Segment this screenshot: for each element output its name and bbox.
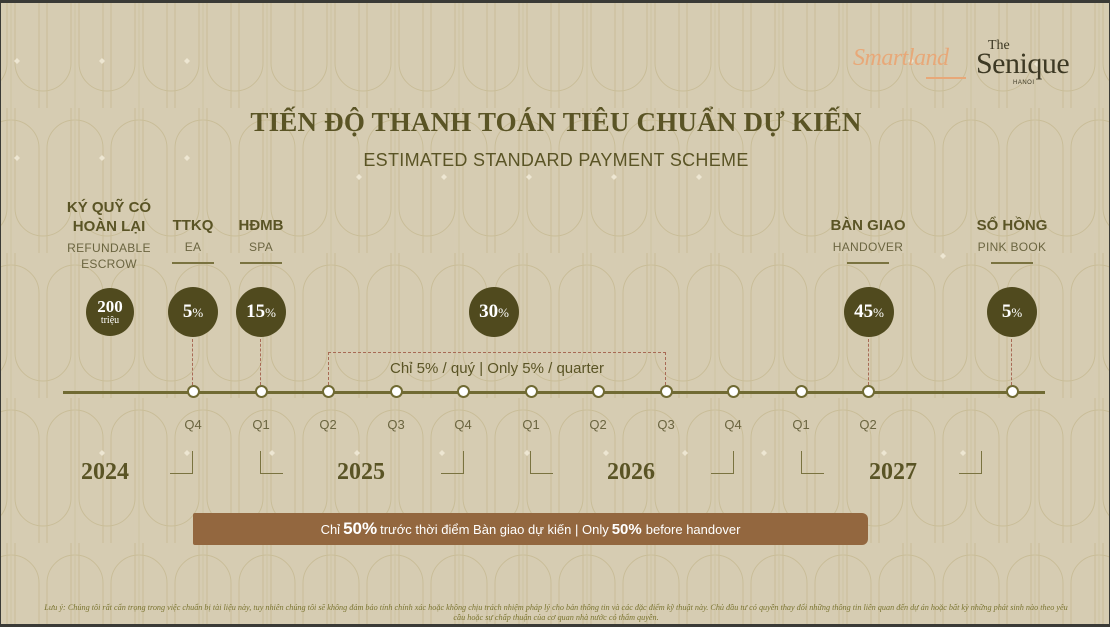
milestone-handover-head: BÀN GIAO <box>830 217 906 234</box>
timeline-node-q2-2026 <box>592 385 605 398</box>
disclaimer-line-2: cầu hoặc sự chấp thuận của cơ quan nhà n… <box>453 613 659 622</box>
year-bracket-2026-start <box>530 451 553 474</box>
quarter-label: Q4 <box>454 417 472 432</box>
installment-range-bracket <box>328 352 666 390</box>
timeline-node-q2-2025 <box>322 385 335 398</box>
year-bracket-2026-end <box>711 451 734 474</box>
handover-percent-value: 45 <box>854 301 874 322</box>
timeline-node-q1-2026 <box>525 385 538 398</box>
quarter-label: Q3 <box>387 417 405 432</box>
pinkbook-percent-sign: % <box>1011 305 1023 320</box>
year-label-2027: 2027 <box>869 459 917 485</box>
milestone-escrow-head-1: KÝ QUỸ CÓ <box>66 199 152 216</box>
year-label-2025: 2025 <box>337 459 385 485</box>
timeline-axis <box>63 391 1045 394</box>
milestone-escrow-sub-2: ESCROW <box>81 257 137 271</box>
milestone-escrow: KÝ QUỸ CÓ HOÀN LẠI REFUNDABLE ESCROW <box>59 198 159 272</box>
timeline-node-q1-2025 <box>255 385 268 398</box>
milestone-spa: HĐMB SPA <box>226 216 296 264</box>
handover-summary-banner: Chỉ 50% trước thời điểm Bàn giao dự kiến… <box>193 513 868 545</box>
pinkbook-percent-badge: 5% <box>987 287 1037 337</box>
milestone-pinkbook-sub: PINK BOOK <box>977 240 1047 254</box>
ea-percent-sign: % <box>192 305 204 320</box>
installment-percent-sign: % <box>498 305 509 320</box>
milestone-ea: TTKQ EA <box>158 216 228 264</box>
escrow-amount: 200 <box>97 296 123 316</box>
timeline-node-q2-2027 <box>862 385 875 398</box>
banner-text-2: trước thời điểm Bàn giao dự kiến | Only <box>380 521 609 537</box>
ea-connector <box>192 339 193 385</box>
pinkbook-connector <box>1011 339 1012 385</box>
smartland-logo: Smartland <box>853 45 949 71</box>
year-label-2026: 2026 <box>607 459 655 485</box>
timeline-node-q1-2027 <box>795 385 808 398</box>
ea-percent-value: 5 <box>182 301 193 322</box>
year-bracket-2024-end <box>170 451 193 474</box>
pinkbook-percent-value: 5 <box>1001 301 1012 322</box>
spa-connector <box>260 339 261 385</box>
senique-logo: Senique <box>976 47 1070 80</box>
milestone-handover-sub: HANDOVER <box>832 240 904 254</box>
quarter-label: Q1 <box>792 417 810 432</box>
timeline-node-q4-2024 <box>187 385 200 398</box>
milestone-handover-divider <box>847 262 889 264</box>
milestone-spa-sub: SPA <box>248 240 274 254</box>
timeline-node-pinkbook <box>1006 385 1019 398</box>
milestone-handover: BÀN GIAO HANDOVER <box>819 216 917 264</box>
quarter-label: Q4 <box>184 417 202 432</box>
installment-percent-badge: 30% <box>469 287 519 337</box>
quarter-label: Q2 <box>859 417 877 432</box>
timeline-node-q4-2026 <box>727 385 740 398</box>
milestone-ea-divider <box>172 262 214 264</box>
banner-text-1: Chỉ <box>320 521 341 537</box>
spa-percent-value: 15 <box>246 301 266 322</box>
timeline-node-q3-2026 <box>660 385 673 398</box>
timeline-node-q3-2025 <box>390 385 403 398</box>
spa-percent-badge: 15% <box>236 287 286 337</box>
quarter-label: Q4 <box>724 417 742 432</box>
banner-percent-1: 50% <box>343 519 378 538</box>
handover-connector <box>868 339 869 385</box>
year-bracket-2025-end <box>441 451 464 474</box>
milestone-spa-head: HĐMB <box>238 217 284 234</box>
milestone-ea-sub: EA <box>184 240 202 254</box>
escrow-amount-badge: 200 triệu <box>86 288 134 336</box>
milestone-pinkbook-divider <box>991 262 1033 264</box>
quarter-label: Q3 <box>657 417 675 432</box>
installment-percent-value: 30 <box>479 301 499 322</box>
banner-percent-2: 50% <box>611 520 642 538</box>
senique-logo-the: The <box>988 38 1010 53</box>
year-label-2024: 2024 <box>81 459 129 485</box>
milestone-spa-divider <box>240 262 282 264</box>
timeline-node-q4-2025 <box>457 385 470 398</box>
disclaimer-line-1: Lưu ý: Chúng tôi rất cẩn trọng trong việ… <box>44 603 1068 612</box>
escrow-amount-unit: triệu <box>100 314 120 326</box>
year-bracket-2027-end <box>959 451 982 474</box>
milestone-ea-head: TTKQ <box>172 217 214 234</box>
quarter-label: Q2 <box>589 417 607 432</box>
disclaimer: Lưu ý: Chúng tôi rất cẩn trọng trong việ… <box>9 603 1103 623</box>
milestone-escrow-head-2: HOÀN LẠI <box>72 218 146 235</box>
handover-percent-sign: % <box>873 305 884 320</box>
ea-percent-badge: 5% <box>168 287 218 337</box>
page-subtitle: ESTIMATED STANDARD PAYMENT SCHEME <box>363 150 749 170</box>
banner-text-3: before handover <box>645 521 741 537</box>
milestone-pinkbook-head: SỔ HỒNG <box>976 217 1048 234</box>
handover-percent-badge: 45% <box>844 287 894 337</box>
spa-percent-sign: % <box>265 305 276 320</box>
smartland-logo-underline <box>926 77 966 79</box>
quarter-label: Q1 <box>522 417 540 432</box>
milestone-pinkbook: SỔ HỒNG PINK BOOK <box>962 216 1062 264</box>
quarter-label: Q1 <box>252 417 270 432</box>
page-title: TIẾN ĐỘ THANH TOÁN TIÊU CHUẨN DỰ KIẾN <box>250 107 862 137</box>
milestone-escrow-sub-1: REFUNDABLE <box>67 241 151 255</box>
senique-logo-city: HANOI <box>1013 80 1035 86</box>
quarter-label: Q2 <box>319 417 337 432</box>
year-bracket-2025-start <box>260 451 283 474</box>
year-bracket-2027-start <box>801 451 824 474</box>
installment-note: Chỉ 5% / quý | Only 5% / quarter <box>390 360 604 377</box>
